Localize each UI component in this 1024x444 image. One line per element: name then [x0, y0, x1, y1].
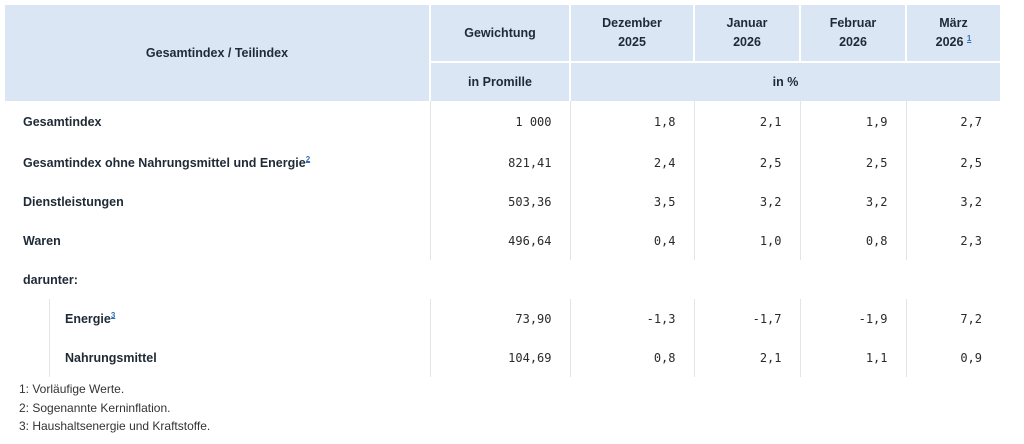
- weight-cell: 1 000: [429, 101, 570, 143]
- value-cell: 1,9: [799, 101, 906, 143]
- subheading-row: darunter:: [5, 260, 1000, 299]
- col-header-feb-2026: Februar 2026: [799, 5, 906, 62]
- row-label: Gesamtindex ohne Nahrungsmittel und Ener…: [23, 154, 311, 170]
- value-cell: -1,9: [799, 299, 906, 338]
- subheading-label: darunter:: [23, 272, 78, 287]
- value-cell: 3,5: [569, 182, 694, 221]
- row-label: Nahrungsmittel: [5, 338, 430, 377]
- footnote-link-1[interactable]: 1: [966, 33, 972, 43]
- table-row: Energie3 73,90 -1,3 -1,7 -1,9 7,2: [5, 299, 1000, 338]
- unit-row: in Promille in %: [5, 61, 1000, 101]
- weight-cell: 503,36: [429, 182, 570, 221]
- value-cell: 0,8: [799, 221, 906, 260]
- table-row: Waren 496,64 0,4 1,0 0,8 2,3: [5, 221, 1000, 260]
- value-cell: 0,9: [905, 338, 1000, 377]
- row-label: Waren: [23, 233, 61, 248]
- value-cell: -1,3: [569, 299, 694, 338]
- col-header-index: Gesamtindex / Teilindex: [5, 5, 430, 101]
- footnote-2: 2: Sogenannte Kerninflation.: [19, 400, 171, 415]
- value-cell: 1,0: [693, 221, 800, 260]
- unit-percent: in %: [569, 61, 1000, 101]
- footnote-3: 3: Haushaltsenergie und Kraftstoffe.: [19, 419, 211, 433]
- value-cell: 0,4: [569, 221, 694, 260]
- weight-cell: 104,69: [429, 338, 570, 377]
- col-header-mar-2026: März 2026 1: [905, 5, 1000, 62]
- row-label: Gesamtindex: [23, 115, 102, 129]
- value-cell: 1,8: [569, 101, 694, 143]
- value-cell: 3,2: [693, 182, 800, 221]
- value-cell: 2,5: [693, 143, 800, 182]
- value-cell: -1,7: [693, 299, 800, 338]
- row-label: Energie3: [5, 299, 430, 338]
- value-cell: 2,4: [569, 143, 694, 182]
- value-cell: 2,7: [905, 101, 1000, 143]
- table-row: Gesamtindex ohne Nahrungsmittel und Ener…: [5, 143, 1000, 182]
- value-cell: 2,3: [905, 221, 1000, 260]
- header-row: Gesamtindex / Teilindex Gewichtung Dezem…: [5, 5, 1000, 101]
- value-cell: 2,1: [693, 338, 800, 377]
- unit-weight: in Promille: [429, 61, 570, 101]
- footnotes: 1: Vorläufige Werte. 2: Sogenannte Kerni…: [19, 380, 210, 436]
- inflation-table: Gesamtindex / Teilindex Gewichtung Dezem…: [5, 5, 1000, 377]
- value-cell: 3,2: [905, 182, 1000, 221]
- value-cell: 2,5: [799, 143, 906, 182]
- value-cell: 0,8: [569, 338, 694, 377]
- col-header-dec-2025: Dezember 2025: [569, 5, 694, 62]
- weight-cell: 821,41: [429, 143, 570, 182]
- value-cell: 3,2: [799, 182, 906, 221]
- table-row: Dienstleistungen 503,36 3,5 3,2 3,2 3,2: [5, 182, 1000, 221]
- value-cell: 2,5: [905, 143, 1000, 182]
- footnote-1: 1: Vorläufige Werte.: [19, 382, 125, 396]
- weight-cell: 73,90: [429, 299, 570, 338]
- footnote-link-3[interactable]: 3: [110, 310, 116, 320]
- table-row: Nahrungsmittel 104,69 0,8 2,1 1,1 0,9: [5, 338, 1000, 377]
- weight-cell: 496,64: [429, 221, 570, 260]
- value-cell: 1,1: [799, 338, 906, 377]
- value-cell: 7,2: [905, 299, 1000, 338]
- value-cell: 2,1: [693, 101, 800, 143]
- col-header-jan-2026: Januar 2026: [693, 5, 800, 62]
- table-row: Gesamtindex 1 000 1,8 2,1 1,9 2,7: [5, 101, 1000, 143]
- row-label: Dienstleistungen: [23, 194, 124, 209]
- col-header-weight: Gewichtung: [429, 5, 570, 62]
- footnote-link-2[interactable]: 2: [305, 154, 311, 164]
